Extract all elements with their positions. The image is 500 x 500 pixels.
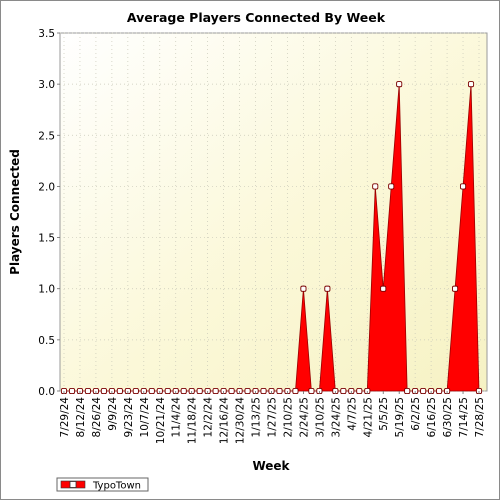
x-tick-label: 6/2/25	[410, 397, 422, 431]
x-tick-label: 2/24/25	[298, 397, 310, 437]
x-tick-label: 10/21/24	[155, 397, 167, 444]
plot-area	[59, 32, 488, 392]
x-tick-label: 1/27/25	[267, 397, 279, 437]
x-tick-label: 3/10/25	[314, 397, 326, 437]
x-tick-label: 12/16/24	[219, 397, 231, 444]
x-tick-label: 3/24/25	[330, 397, 342, 437]
x-tick-label: 9/23/24	[123, 397, 135, 438]
y-axis-ticks: 0.0 0.5 1.0 1.5 2.0 2.5 3.0 3.5	[38, 28, 60, 398]
data-point	[260, 387, 267, 395]
data-point	[467, 81, 475, 88]
y-tick-label: 3.5	[38, 28, 55, 40]
x-tick-label: 1/13/25	[251, 397, 263, 437]
y-tick-label: 0.0	[38, 386, 55, 398]
legend-series-label: TypoTown	[92, 481, 141, 492]
legend-marker	[69, 481, 77, 488]
data-point	[100, 387, 107, 395]
x-axis-ticks: 7/29/24 8/12/24 8/26/24 9/9/24 9/23/24 10/7/2…	[59, 391, 486, 444]
data-point	[68, 387, 76, 395]
y-axis-label: Players Connected	[8, 149, 22, 275]
data-point	[308, 387, 315, 395]
data-point	[300, 285, 307, 292]
data-point	[356, 387, 363, 395]
x-tick-label: 7/29/24	[59, 397, 71, 438]
data-point	[228, 387, 235, 395]
data-point	[372, 183, 379, 190]
data-point	[324, 285, 331, 292]
x-tick-label: 5/5/25	[378, 397, 390, 431]
data-point	[388, 183, 395, 190]
data-point	[436, 387, 443, 395]
y-tick-label: 3.0	[38, 79, 55, 91]
x-tick-label: 12/30/24	[235, 397, 247, 444]
x-tick-label: 11/4/24	[171, 397, 183, 438]
x-tick-label: 9/9/24	[107, 397, 119, 431]
data-point	[340, 387, 347, 395]
data-point	[380, 285, 387, 292]
data-point	[196, 387, 203, 395]
data-point	[292, 387, 299, 395]
data-point	[420, 387, 427, 395]
data-point	[276, 387, 283, 395]
x-tick-label: 8/12/24	[75, 397, 87, 438]
x-tick-label: 6/30/25	[442, 397, 454, 437]
y-tick-label: 2.5	[38, 130, 55, 142]
x-tick-label: 5/19/25	[394, 397, 406, 437]
x-tick-label: 4/21/25	[362, 397, 374, 437]
data-point	[396, 81, 403, 88]
data-point	[212, 387, 219, 395]
data-point	[244, 387, 251, 395]
x-tick-label: 8/26/24	[91, 397, 103, 438]
x-tick-label: 4/7/25	[346, 397, 358, 431]
chart-title: Average Players Connected By Week	[127, 10, 386, 25]
y-tick-label: 0.5	[38, 335, 55, 347]
data-point	[116, 387, 123, 395]
x-tick-label: 10/7/24	[139, 397, 151, 438]
x-tick-label: 7/14/25	[458, 397, 470, 437]
legend: TypoTown	[56, 477, 149, 492]
data-point	[404, 387, 411, 395]
data-point	[84, 387, 91, 395]
data-point	[148, 387, 155, 395]
y-tick-label: 2.0	[38, 181, 55, 193]
x-tick-label: 2/10/25	[282, 397, 294, 437]
y-tick-label: 1.5	[38, 233, 55, 245]
y-tick-label: 1.0	[38, 284, 55, 296]
data-point	[180, 387, 187, 395]
data-point	[459, 183, 467, 190]
data-point	[164, 387, 171, 395]
x-axis-label: Week	[252, 459, 290, 473]
x-tick-label: 12/2/24	[203, 397, 215, 438]
data-point	[452, 285, 459, 292]
data-point	[132, 387, 139, 395]
x-tick-label: 7/28/25	[474, 397, 486, 437]
x-tick-label: 11/18/24	[187, 397, 199, 444]
x-tick-label: 6/16/25	[426, 397, 438, 437]
